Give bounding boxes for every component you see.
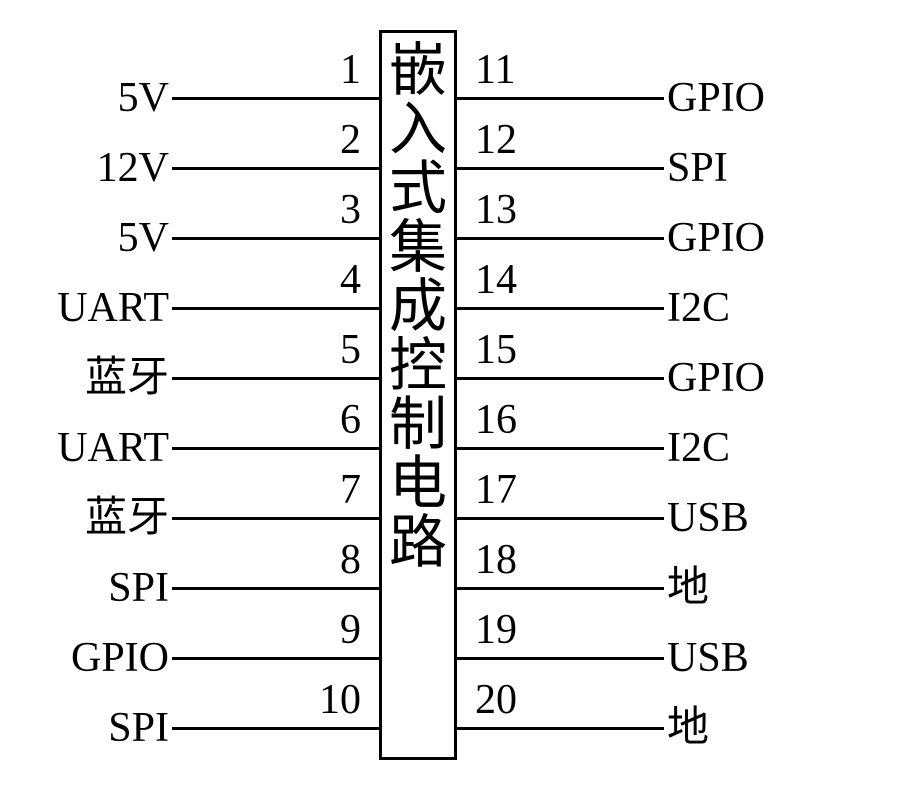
chip-label-char: 集 [389, 218, 447, 277]
pin-number: 9 [340, 609, 361, 651]
pin-label: SPI [108, 567, 169, 609]
pin-number: 10 [319, 679, 361, 721]
pin-number: 4 [340, 259, 361, 301]
pin-label: GPIO [667, 217, 765, 259]
pin-number: 5 [340, 329, 361, 371]
pin-label: 地 [667, 567, 709, 609]
pin-18: 18 地 [457, 520, 664, 590]
pin-09: 9 GPIO [172, 590, 379, 660]
pin-label: 5V [118, 77, 169, 119]
pin-number: 14 [475, 259, 517, 301]
pinout-diagram: 嵌 入 式 集 成 控 制 电 路 1 5V 2 12V 3 5V 4 UART… [0, 0, 912, 799]
chip-body: 嵌 入 式 集 成 控 制 电 路 [379, 30, 457, 760]
pin-01: 1 5V [172, 30, 379, 100]
pin-label: USB [667, 637, 749, 679]
pin-number: 7 [340, 469, 361, 511]
pin-03: 3 5V [172, 170, 379, 240]
chip-label-char: 电 [389, 454, 447, 513]
pin-10: 10 SPI [172, 660, 379, 730]
pin-label: UART [57, 427, 169, 469]
pin-08: 8 SPI [172, 520, 379, 590]
pin-07: 7 蓝牙 [172, 450, 379, 520]
pin-number: 20 [475, 679, 517, 721]
pin-number: 6 [340, 399, 361, 441]
pin-label: 5V [118, 217, 169, 259]
chip-label-char: 成 [389, 277, 447, 336]
pin-number: 12 [475, 119, 517, 161]
pin-number: 16 [475, 399, 517, 441]
pin-label: GPIO [667, 357, 765, 399]
pin-label: 蓝牙 [85, 497, 169, 539]
pin-05: 5 蓝牙 [172, 310, 379, 380]
pin-12: 12 SPI [457, 100, 664, 170]
pin-06: 6 UART [172, 380, 379, 450]
pin-label: I2C [667, 427, 730, 469]
pin-label: GPIO [667, 77, 765, 119]
pin-number: 3 [340, 189, 361, 231]
pin-04: 4 UART [172, 240, 379, 310]
pin-label: I2C [667, 287, 730, 329]
pin-label: SPI [667, 147, 728, 189]
pin-number: 8 [340, 539, 361, 581]
pin-20: 20 地 [457, 660, 664, 730]
pin-number: 17 [475, 469, 517, 511]
chip-label-char: 路 [389, 513, 447, 572]
pin-label: 地 [667, 707, 709, 749]
pin-16: 16 I2C [457, 380, 664, 450]
pin-number: 15 [475, 329, 517, 371]
pin-11: 11 GPIO [457, 30, 664, 100]
pin-17: 17 USB [457, 450, 664, 520]
pin-13: 13 GPIO [457, 170, 664, 240]
pin-label: 12V [97, 147, 169, 189]
chip-label-char: 制 [389, 395, 447, 454]
pin-number: 19 [475, 609, 517, 651]
chip-label-char: 控 [389, 336, 447, 395]
pin-number: 1 [340, 49, 361, 91]
chip-label-char: 嵌 [389, 41, 447, 100]
pin-14: 14 I2C [457, 240, 664, 310]
pin-19: 19 USB [457, 590, 664, 660]
pin-02: 2 12V [172, 100, 379, 170]
pin-label: SPI [108, 707, 169, 749]
chip-label-char: 入 [389, 100, 447, 159]
pin-label: GPIO [71, 637, 169, 679]
pin-15: 15 GPIO [457, 310, 664, 380]
pin-label: 蓝牙 [85, 357, 169, 399]
pin-number: 18 [475, 539, 517, 581]
pin-label: USB [667, 497, 749, 539]
pin-number: 13 [475, 189, 517, 231]
chip-label-char: 式 [389, 159, 447, 218]
pin-number: 11 [475, 49, 515, 91]
pin-label: UART [57, 287, 169, 329]
pin-number: 2 [340, 119, 361, 161]
